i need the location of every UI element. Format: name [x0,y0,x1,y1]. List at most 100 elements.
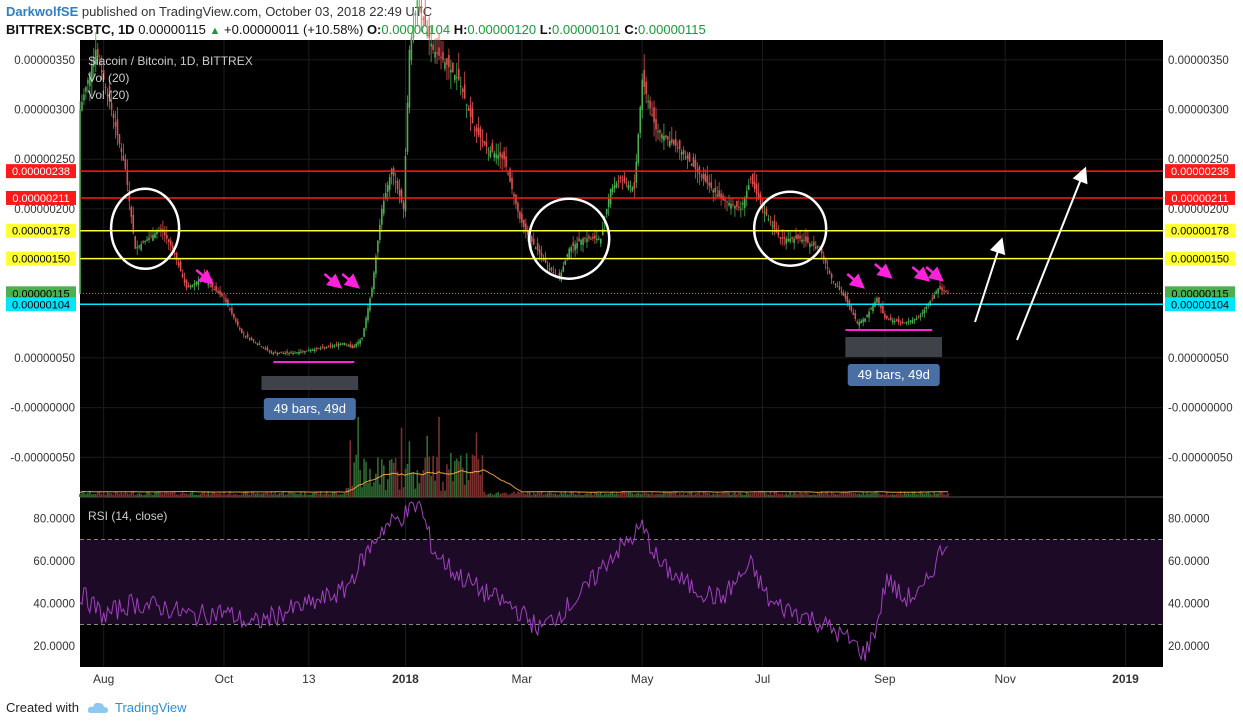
candle-body [189,285,192,288]
volume-bar [124,491,127,497]
candle-body [430,43,432,47]
volume-bar [185,493,188,497]
candle-body [795,235,797,239]
author-link[interactable]: DarkwolfSE [6,4,79,19]
candle-body [858,321,861,326]
volume-bar [580,494,582,497]
volume-bar [521,492,523,497]
candle-body [311,349,314,351]
candle-body [414,12,417,16]
candle-body [227,299,229,307]
volume-bar [388,460,391,497]
volume-bar [903,491,906,497]
volume-bar [235,494,237,497]
candle-body [375,256,377,274]
candle-body [195,282,198,285]
candle-body [899,321,902,323]
x-tick-label: Mar [512,672,533,686]
volume-bar [621,491,624,497]
candle-body [379,224,381,240]
volume-bar [816,492,819,497]
candle-body [578,238,580,242]
rsi-tick-label: 80.0000 [1168,513,1210,525]
candle-body [353,345,356,348]
candle-body [807,237,809,243]
volume-bar [947,492,949,497]
candle-body [329,345,332,347]
candle-body [473,129,476,131]
candle-body [619,176,622,180]
level-price-tag [1165,286,1235,301]
volume-bar [797,493,799,497]
volume-bar [258,493,261,497]
candle-body [856,321,859,324]
volume-bar [526,491,529,497]
volume-bar [140,493,142,497]
candle-body [268,350,271,352]
candle-body [911,320,914,323]
price-change: +0.00000011 (+10.58%) [224,22,364,37]
candle-body [422,18,425,20]
volume-bar [690,491,693,497]
volume-bar [799,492,801,497]
volume-bar [637,492,640,497]
volume-bar [536,492,539,497]
candle-body [594,235,596,239]
volume-bar [663,491,665,497]
volume-bar [550,492,553,497]
volume-bar [98,491,101,497]
date-range-box [845,337,943,357]
volume-bar [207,491,210,497]
volume-bar [820,491,823,497]
volume-bar [256,492,259,497]
volume-bar [181,492,184,497]
candle-body [381,208,383,225]
level-price-label: 0.00000211 [12,193,69,205]
candle-body [641,79,644,110]
candle-body [201,277,204,279]
candle-body [712,190,715,193]
volume-bar [651,492,653,497]
x-tick-label: Oct [215,672,234,686]
volume-bar [501,493,503,497]
candle-body [233,313,235,318]
candle-body [420,6,423,13]
candle-body [629,186,632,188]
volume-bar [826,492,829,497]
x-tick-label: Jul [755,672,770,686]
candle-body [919,315,922,318]
candle-body [179,261,182,272]
volume-bar [327,493,330,497]
candle-body [436,52,438,54]
candle-body [716,194,718,197]
volume-bar [252,492,255,497]
candle-body [937,288,939,293]
high-value: 0.00000120 [467,22,537,37]
candle-body [87,79,89,84]
volume-bar [763,491,766,497]
candle-body [199,279,202,281]
volume-bar [217,493,219,497]
candle-body [840,291,843,293]
volume-bar [574,494,576,497]
candle-body [365,318,367,329]
volume-bar [915,494,918,497]
volume-bar [323,493,326,497]
candle-body [781,237,784,239]
tradingview-link[interactable]: TradingView [114,700,187,715]
volume-bar [911,491,914,497]
volume-bar [365,461,367,497]
volume-bar [852,493,855,497]
volume-bar [935,493,937,497]
candle-body [637,134,640,163]
volume-bar [355,454,357,497]
rsi-tick-label: 20.0000 [33,641,75,653]
candle-body [138,245,140,248]
candle-body [548,268,551,270]
volume-bar [416,470,419,497]
rsi-tick-label: 60.0000 [1168,556,1210,568]
volume-bar [678,492,681,497]
candle-body [355,344,357,347]
volume-bar [233,493,235,497]
